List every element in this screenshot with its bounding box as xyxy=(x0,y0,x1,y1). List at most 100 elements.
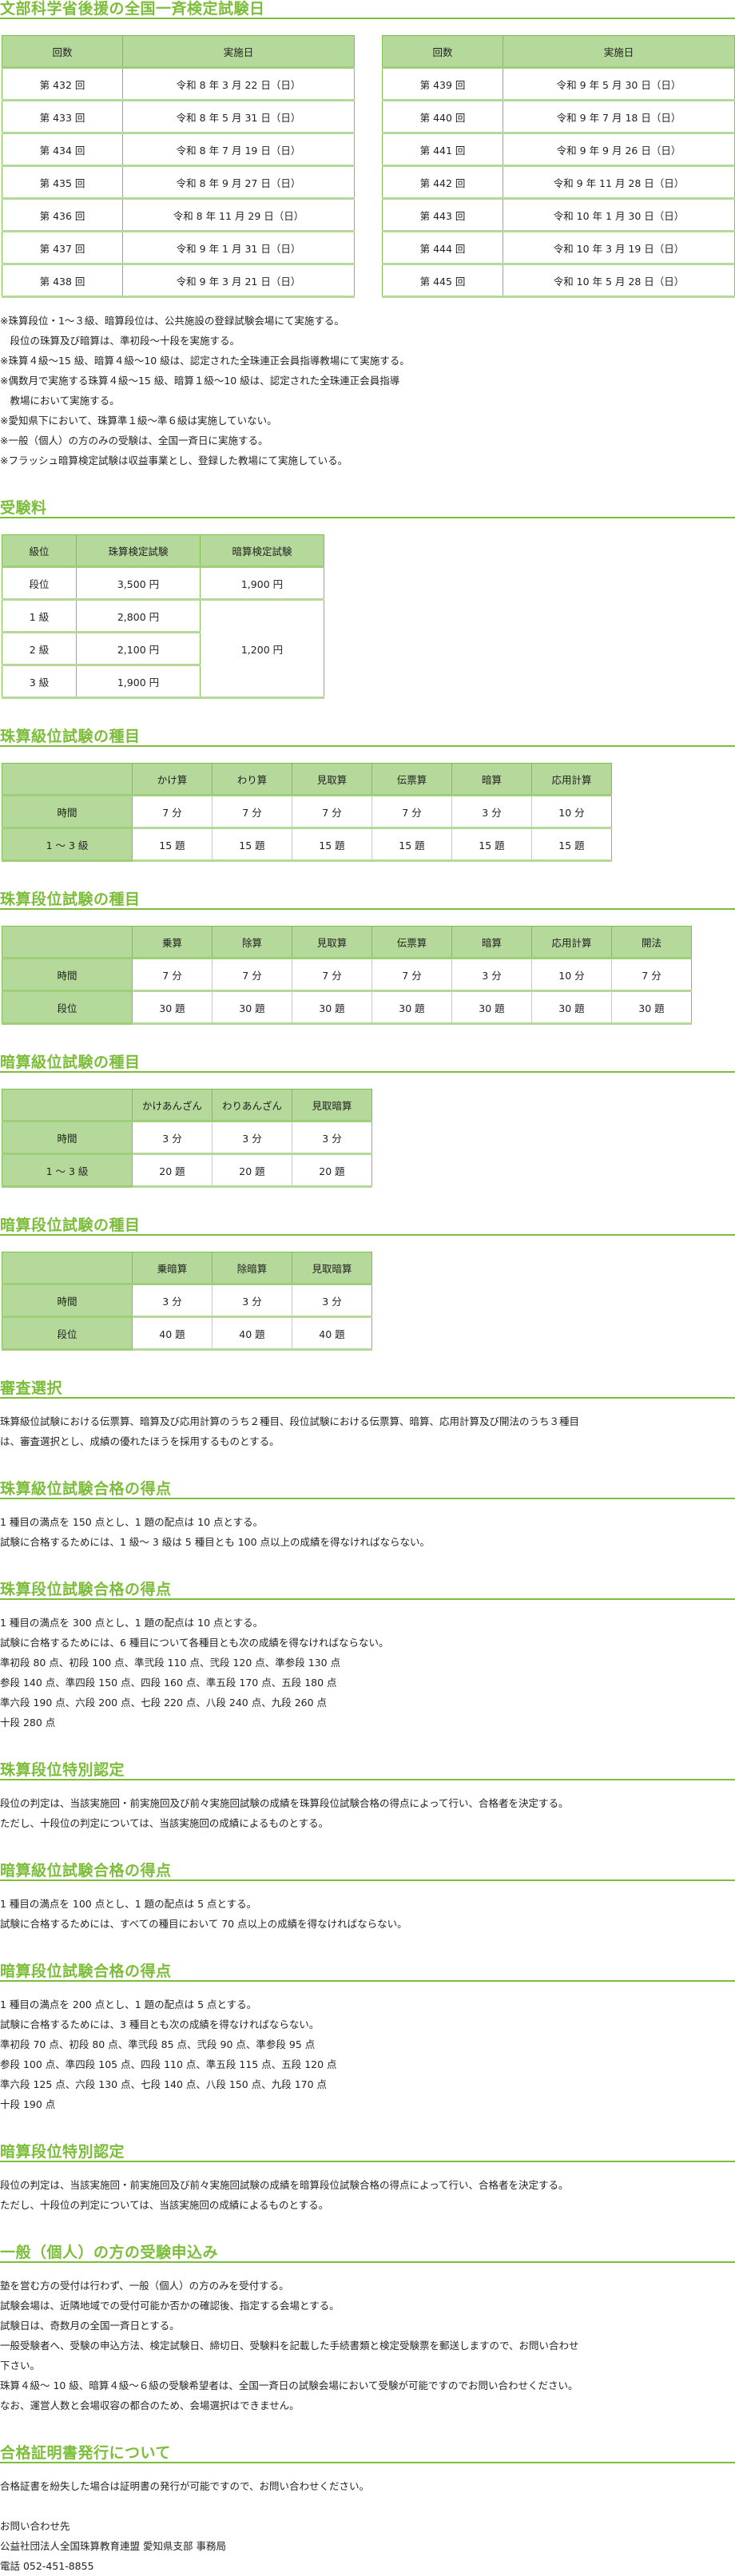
column-header: 応用計算 xyxy=(531,926,612,959)
table-cell: 1 級 xyxy=(2,599,77,633)
table-cell: 7 分 xyxy=(371,958,452,992)
text-line: 準初段 70 点、初段 80 点、準弐段 85 点、弐段 90 点、準参段 95… xyxy=(0,2038,316,2050)
table-cell: 2 級 xyxy=(2,632,77,666)
table-cell: 3 分 xyxy=(292,1284,372,1318)
table-row: 第 442 回令和 9 年 11 月 28 日（日） xyxy=(382,165,735,200)
text-block: 1 種目の満点を 100 点とし、1 題の配点は 5 点とする。 試験に合格するた… xyxy=(0,1894,735,1934)
table-cell: 令和 8 年 7 月 19 日（日） xyxy=(122,133,355,167)
table-cell: 第 439 回 xyxy=(382,67,503,101)
table-cell: 15 題 xyxy=(292,828,372,862)
table-cell: 30 題 xyxy=(531,990,612,1025)
text-line: 珠算４級～ 10 級、暗算４級～６級の受験希望者は、全国一斉日の試験会場において… xyxy=(0,2380,578,2391)
text-line: 段位の判定は、当該実施回・前実施回及び前々実施回試験の成績を暗算段位試験合格の得… xyxy=(0,2179,569,2191)
table-cell: 15 題 xyxy=(212,828,292,862)
text-line: ※珠算段位・1～３級、暗算段位は、公共施設の登録試験会場にて実施する。 xyxy=(0,315,344,327)
date-table: 回数 実施日第 432 回令和 8 年 3 月 22 日（日）第 433 回令和 … xyxy=(2,35,355,298)
text-line: なお、運営人数と会場収容の都合のため、会場選択はできません。 xyxy=(0,2399,300,2411)
table-cell: 30 題 xyxy=(611,990,692,1025)
table-row: 段位 40 題 40 題 40 題 xyxy=(2,1316,372,1351)
table-cell: 令和 9 年 11 月 28 日（日） xyxy=(503,165,735,200)
table-header-row: かけ算 わり算 見取算 伝票算 暗算 応用計算 xyxy=(2,763,612,796)
table-cell: 令和 8 年 3 月 22 日（日） xyxy=(122,67,355,101)
table-cell: 1,900 円 xyxy=(76,665,201,699)
table-cell: 第 434 回 xyxy=(2,133,123,167)
table-cell: 20 題 xyxy=(132,1153,213,1188)
table-header-row: 級位 珠算検定試験 暗算検定試験 xyxy=(2,534,324,568)
text-block: 1 種目の満点を 300 点とし、1 題の配点は 10 点とする。 試験に合格する… xyxy=(0,1613,735,1733)
table-cell: 7 分 xyxy=(212,795,292,829)
table-cell: 3 分 xyxy=(451,958,532,992)
text-line: 準六段 190 点、六段 200 点、七段 220 点、八段 240 点、九段 … xyxy=(0,1697,328,1709)
table-row: 第 443 回令和 10 年 1 月 30 日（日） xyxy=(382,198,735,232)
column-header: 見取暗算 xyxy=(292,1252,372,1285)
column-header: 回数 xyxy=(2,35,123,69)
column-header: かけあんざん xyxy=(132,1089,213,1122)
text-block: 1 種目の満点を 200 点とし、1 題の配点は 5 点とする。 試験に合格するた… xyxy=(0,1995,735,2114)
row-header: 時間 xyxy=(2,795,133,829)
section: 暗算段位特別認定 段位の判定は、当該実施回・前実施回及び前々実施回試験の成績を暗算… xyxy=(0,2143,735,2215)
section-heading: 珠算級位試験合格の得点 xyxy=(0,1480,735,1499)
row-header: 時間 xyxy=(2,1121,133,1155)
table-cell: 第 433 回 xyxy=(2,100,123,134)
text-line: 準初段 80 点、初段 100 点、準弐段 110 点、弐段 120 点、準参段… xyxy=(0,1657,341,1669)
table-cell: 令和 9 年 1 月 31 日（日） xyxy=(122,231,355,265)
section-heading: 暗算級位試験の種目 xyxy=(0,1054,735,1073)
table-row: 第 439 回令和 9 年 5 月 30 日（日） xyxy=(382,67,735,101)
table-cell: 第 444 回 xyxy=(382,231,503,265)
table-cell: 3 分 xyxy=(292,1121,372,1155)
table-cell: 7 分 xyxy=(292,958,372,992)
text-line: ※珠算４級～15 級、暗算４級～10 級は、認定された全珠連正会員指導教場にて実… xyxy=(0,355,410,367)
column-header: 暗算検定試験 xyxy=(200,534,324,568)
table-cell: 第 436 回 xyxy=(2,198,123,232)
table-cell: 40 題 xyxy=(132,1316,213,1351)
table-row: 2 級 2,100 円 xyxy=(2,632,324,666)
column-header: 伝票算 xyxy=(371,926,452,959)
text-line: 試験に合格するためには、すべての種目において 70 点以上の成績を得なければなら… xyxy=(0,1918,407,1930)
section-heading: 珠算級位試験の種目 xyxy=(0,728,735,747)
text-line: ただし、十段位の判定については、当該実施回の成績によるものとする。 xyxy=(0,2199,329,2211)
text-line: 参段 140 点、準四段 150 点、四段 160 点、準五段 170 点、五段… xyxy=(0,1677,337,1689)
table-cell: 7 分 xyxy=(611,958,692,992)
section-heading: 珠算段位特別認定 xyxy=(0,1761,735,1780)
table-cell: 20 題 xyxy=(212,1153,292,1188)
column-header: 乗暗算 xyxy=(132,1252,213,1285)
text-line: 一般受験者へ、受験の申込方法、検定試験日、締切日、受験料を記載した手続書類と検定… xyxy=(0,2340,579,2352)
table-cell: 3 分 xyxy=(132,1284,213,1318)
text-line: 試験会場は、近隣地域での受付可能か否かの確認後、指定する会場とする。 xyxy=(0,2300,340,2312)
text-line: 準六段 125 点、六段 130 点、七段 140 点、八段 150 点、九段 … xyxy=(0,2078,328,2090)
section-heading: 審査選択 xyxy=(0,1379,735,1399)
table-cell: 40 題 xyxy=(292,1316,372,1351)
text-line: 試験に合格するためには、1 級～ 3 級は 5 種目とも 100 点以上の成績を… xyxy=(0,1536,431,1548)
table-cell: 第 432 回 xyxy=(2,67,123,101)
column-header: 珠算検定試験 xyxy=(76,534,201,568)
column-header: 見取暗算 xyxy=(292,1089,372,1122)
section-heading: 受験料 xyxy=(0,499,735,518)
text-block: 珠算級位試験における伝票算、暗算及び応用計算のうち２種目、段位試験における伝票算… xyxy=(0,1411,735,1451)
table-cell: 10 分 xyxy=(531,958,612,992)
table-cell: 7 分 xyxy=(132,958,213,992)
text-block: 段位の判定は、当該実施回・前実施回及び前々実施回試験の成績を暗算段位試験合格の得… xyxy=(0,2175,735,2215)
column-header: 実施日 xyxy=(122,35,355,69)
table-row: 第 441 回令和 9 年 9 月 26 日（日） xyxy=(382,133,735,167)
column-header: 見取算 xyxy=(292,926,372,959)
table-header-row: 乗暗算 除暗算 見取暗算 xyxy=(2,1252,372,1285)
table-cell: 令和 9 年 3 月 21 日（日） xyxy=(122,264,355,298)
section-heading: 文部科学省後援の全国一斉検定試験日 xyxy=(0,0,735,19)
table-cell: 15 題 xyxy=(451,828,532,862)
section-heading: 暗算段位試験合格の得点 xyxy=(0,1963,735,1982)
text-line: 試験日は、奇数月の全国一斉日とする。 xyxy=(0,2320,180,2332)
table-cell: 30 題 xyxy=(451,990,532,1025)
text-line: 下さい。 xyxy=(0,2360,41,2372)
column-header: 回数 xyxy=(382,35,503,69)
section-heading: 珠算段位試験合格の得点 xyxy=(0,1581,735,1600)
table-cell: 3 分 xyxy=(212,1284,292,1318)
section-heading: 一般（個人）の方の受験申込み xyxy=(0,2244,735,2263)
column-header: わり算 xyxy=(212,763,292,796)
table-cell: 40 題 xyxy=(212,1316,292,1351)
column-header xyxy=(2,926,133,959)
